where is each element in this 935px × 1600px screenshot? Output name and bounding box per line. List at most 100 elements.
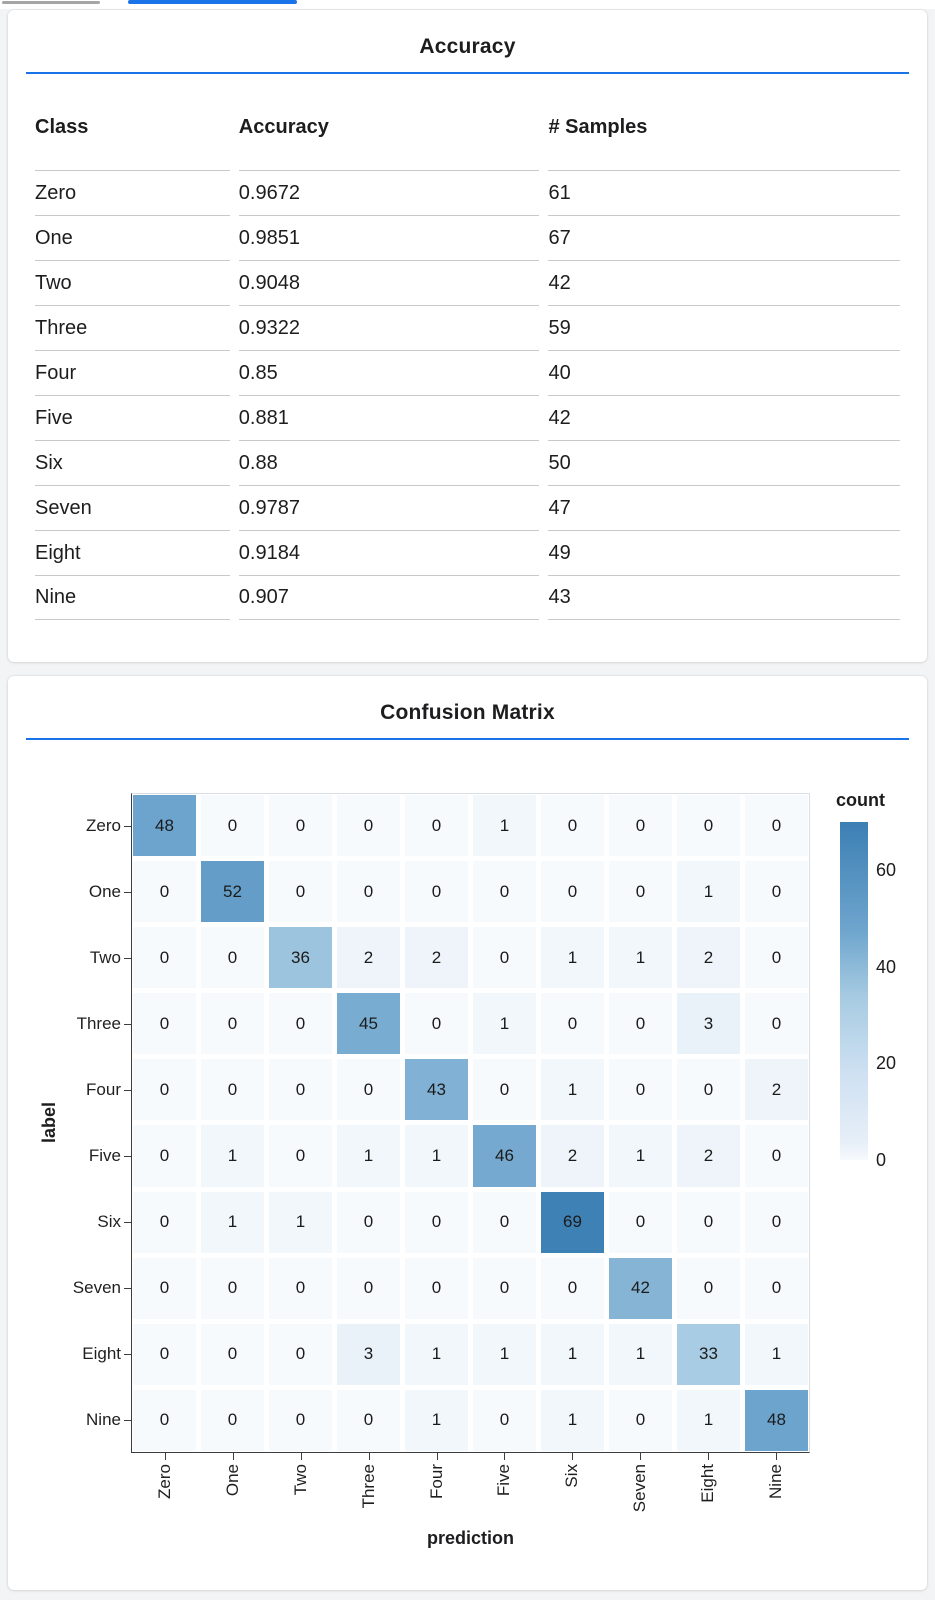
matrix-cell: 1 (201, 1125, 264, 1187)
matrix-cell: 0 (745, 1125, 808, 1187)
matrix-cell: 2 (405, 927, 468, 989)
accuracy-cell: 0.9048 (238, 260, 540, 305)
x-axis-label-text: Eight (698, 1464, 718, 1503)
matrix-cell: 0 (677, 795, 740, 857)
table-row: Zero 0.9672 61 (35, 170, 900, 215)
x-axis-label: Eight (674, 1464, 742, 1556)
samples-cell: 49 (548, 530, 900, 575)
accuracy-cell: 0.9322 (238, 305, 540, 350)
x-axis-tick (776, 1453, 778, 1460)
matrix-cell: 0 (745, 795, 808, 857)
class-cell: Seven (35, 485, 230, 530)
samples-cell: 43 (548, 575, 900, 620)
class-cell: Eight (35, 530, 230, 575)
matrix-cell: 52 (201, 861, 264, 923)
matrix-cell: 1 (337, 1125, 400, 1187)
y-axis-tick (124, 826, 131, 827)
y-axis-tick (124, 958, 131, 959)
matrix-cell: 0 (745, 1191, 808, 1253)
x-axis-label: One (199, 1464, 267, 1556)
y-axis-label: Three (76, 1014, 121, 1033)
matrix-cell: 2 (677, 927, 740, 989)
samples-cell: 50 (548, 440, 900, 485)
matrix-cell: 1 (541, 1323, 604, 1385)
x-axis-tick (708, 1453, 710, 1460)
accuracy-table-header-row: Class Accuracy # Samples (35, 74, 900, 170)
x-axis-label-text: Four (426, 1464, 446, 1499)
matrix-cell: 0 (609, 1389, 672, 1451)
x-axis-title: prediction (426, 1528, 514, 1548)
y-axis-label: Four (86, 1080, 121, 1099)
x-axis-label: Nine (742, 1464, 810, 1556)
x-axis-tick (640, 1453, 642, 1460)
matrix-cell: 0 (609, 1059, 672, 1121)
matrix-cell: 45 (337, 993, 400, 1055)
matrix-cell: 0 (405, 993, 468, 1055)
y-axis-label: Nine (86, 1410, 121, 1429)
x-axis-label: Five (470, 1464, 538, 1556)
matrix-cell: 0 (337, 861, 400, 923)
table-row: Two 0.9048 42 (35, 260, 900, 305)
matrix-cell: 0 (745, 1257, 808, 1319)
matrix-cell: 3 (337, 1323, 400, 1385)
accuracy-cell: 0.88 (238, 440, 540, 485)
x-axis-label-text: Seven (630, 1464, 650, 1513)
matrix-cell: 1 (677, 861, 740, 923)
y-axis-tick (124, 1222, 131, 1223)
y-axis-title-text: label (38, 1102, 59, 1144)
x-axis-label: Six (538, 1464, 606, 1556)
matrix-cell: 0 (133, 1059, 196, 1121)
confusion-heatmap: 48 0 0 0 0 1 0 0 0 0 0 52 0 0 0 0 0 0 1 0 0 0 36 2 2 0 1 1 2 0 0 0 0 45 0 1… (131, 793, 810, 1453)
matrix-cell: 0 (201, 927, 264, 989)
table-row: Six 0.88 50 (35, 440, 900, 485)
class-cell: Five (35, 395, 230, 440)
matrix-cell: 1 (405, 1389, 468, 1451)
matrix-cell: 0 (473, 1389, 536, 1451)
matrix-cell: 1 (609, 1323, 672, 1385)
samples-cell: 42 (548, 260, 900, 305)
matrix-cell: 2 (677, 1125, 740, 1187)
matrix-cell: 0 (677, 1191, 740, 1253)
class-cell: One (35, 215, 230, 260)
table-row: Five 0.881 42 (35, 395, 900, 440)
matrix-cell: 0 (201, 1323, 264, 1385)
legend-title: count (836, 790, 885, 810)
matrix-cell: 0 (405, 795, 468, 857)
matrix-cell: 0 (133, 927, 196, 989)
matrix-cell: 0 (133, 1389, 196, 1451)
samples-cell: 47 (548, 485, 900, 530)
accuracy-title-rule (26, 72, 909, 74)
x-axis-tick (504, 1453, 506, 1460)
matrix-cell: 0 (269, 795, 332, 857)
matrix-cell: 0 (269, 1389, 332, 1451)
matrix-cell: 0 (133, 861, 196, 923)
matrix-cell: 0 (337, 1389, 400, 1451)
matrix-cell: 0 (677, 1257, 740, 1319)
matrix-cell: 0 (269, 1257, 332, 1319)
page-header-strip (0, 0, 935, 9)
matrix-cell: 36 (269, 927, 332, 989)
inactive-tab-indicator[interactable] (2, 1, 100, 4)
samples-cell: 59 (548, 305, 900, 350)
matrix-cell: 0 (269, 861, 332, 923)
x-axis-label-text: Three (358, 1464, 378, 1509)
x-axis-label: Four (403, 1464, 471, 1556)
matrix-cell: 42 (609, 1257, 672, 1319)
col-header-accuracy: Accuracy (238, 115, 329, 138)
x-axis-tick (436, 1453, 438, 1460)
matrix-cell: 0 (541, 1257, 604, 1319)
active-tab-indicator[interactable] (128, 0, 297, 4)
table-row: Three 0.9322 59 (35, 305, 900, 350)
matrix-cell: 0 (337, 1257, 400, 1319)
matrix-cell: 1 (201, 1191, 264, 1253)
legend-tick-label: 20 (876, 1053, 897, 1074)
accuracy-panel-title: Accuracy (419, 35, 516, 58)
matrix-cell: 0 (473, 927, 536, 989)
matrix-cell: 0 (269, 1125, 332, 1187)
class-cell: Three (35, 305, 230, 350)
x-axis-label: Three (335, 1464, 403, 1556)
table-row: One 0.9851 67 (35, 215, 900, 260)
x-axis-label-text: One (222, 1464, 242, 1497)
table-row: Four 0.85 40 (35, 350, 900, 395)
matrix-cell: 48 (133, 795, 196, 857)
